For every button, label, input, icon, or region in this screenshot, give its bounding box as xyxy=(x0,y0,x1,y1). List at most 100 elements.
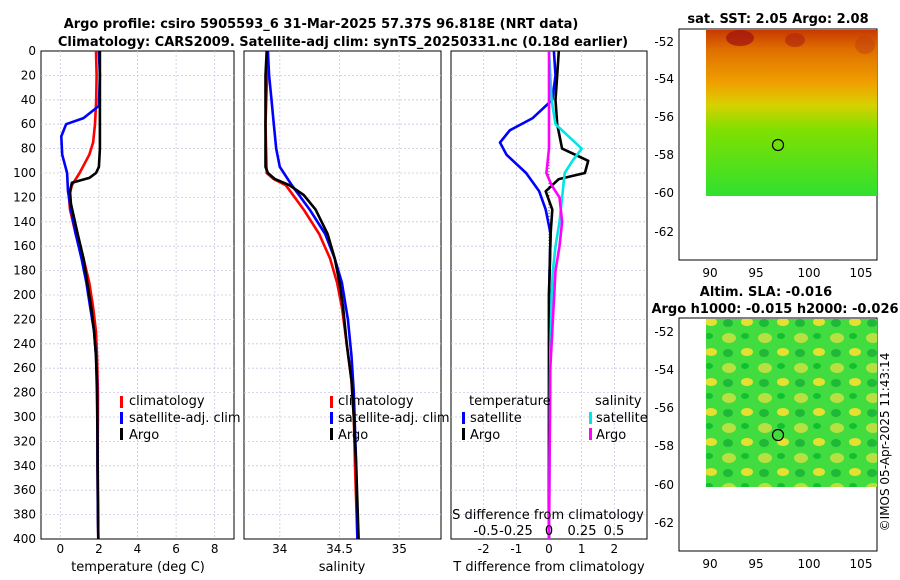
depth-tick-label: 340 xyxy=(13,459,36,473)
credit-text: ©IMOS 05-Apr-2025 11:43:14 xyxy=(878,353,892,532)
profile-line-argo xyxy=(68,51,102,539)
legend-argo-swatch xyxy=(120,428,123,440)
sla-map-panel: Altim. SLA: -0.016 Argo h1000: -0.015 h2… xyxy=(651,285,898,571)
temperature-grid xyxy=(41,51,234,539)
sst-warm-patch xyxy=(785,33,805,47)
s-tick: 0.5 xyxy=(604,524,625,539)
lon-tick: 100 xyxy=(798,266,821,280)
sla-map-lat-ticks: -52 -54 -56 -58 -60 -62 xyxy=(654,325,674,530)
legend-climatology-swatch xyxy=(120,396,123,408)
sla-map-title-line1: Altim. SLA: -0.016 xyxy=(700,285,832,300)
salinity-panel: 34 34.5 35 salinity climatology satellite-… xyxy=(243,50,450,575)
s-difference-axis-label: S difference from climatology xyxy=(452,508,644,523)
salinity-legend: climatology satellite-adj. clim Argo xyxy=(330,394,450,443)
legend-temperature-heading: temperature xyxy=(469,394,551,409)
lat-tick: -58 xyxy=(654,148,674,162)
x-tick-label: 34.5 xyxy=(326,542,353,556)
x-tick-label: 8 xyxy=(211,542,219,556)
x-tick-label: 34 xyxy=(272,542,287,556)
s-tick: 0.25 xyxy=(568,524,597,539)
argo-position-marker xyxy=(771,428,785,442)
depth-tick-label: 180 xyxy=(13,264,36,278)
temperature-panel: 0204060801001201401601802002202402602803… xyxy=(13,44,241,575)
temperature-legend: climatology satellite-adj. clim Argo xyxy=(120,394,241,443)
x-tick-label: -1 xyxy=(510,542,522,556)
difference-panel: -2 -1 0 1 2 S difference from climatology -0… xyxy=(450,50,648,575)
x-tick-label: 0 xyxy=(545,542,553,556)
legend-satellite-label: satellite-adj. clim xyxy=(338,411,450,426)
legend-t-satellite-label: satellite xyxy=(470,411,522,426)
x-tick-label: -2 xyxy=(478,542,490,556)
lon-tick: 90 xyxy=(702,557,717,571)
legend-s-argo-swatch xyxy=(589,428,592,440)
depth-tick-label: 280 xyxy=(13,386,36,400)
lat-tick: -54 xyxy=(654,363,674,377)
s-tick: 0 xyxy=(545,524,553,539)
temperature-xlabel: temperature (deg C) xyxy=(71,560,205,575)
legend-satellite-swatch xyxy=(120,412,123,424)
sla-map-lon-ticks: 90 95 100 105 xyxy=(702,557,872,571)
x-tick-label: 35 xyxy=(392,542,407,556)
s-tick: -0.25 xyxy=(499,524,533,539)
lon-tick: 100 xyxy=(798,557,821,571)
difference-x-ticks: -2 -1 0 1 2 xyxy=(478,542,618,556)
depth-tick-label: 320 xyxy=(13,434,36,448)
figure-title-line2: Climatology: CARS2009. Satellite-adj cli… xyxy=(58,35,628,50)
sst-warm-patch xyxy=(726,30,754,46)
difference-legend-right: salinity satellite Argo xyxy=(589,394,648,443)
x-tick-label: 4 xyxy=(134,542,142,556)
difference-profiles xyxy=(498,51,590,539)
depth-tick-label: 40 xyxy=(21,93,36,107)
lat-tick: -54 xyxy=(654,72,674,86)
lat-tick: -60 xyxy=(654,186,674,200)
depth-tick-label: 120 xyxy=(13,190,36,204)
legend-argo-swatch xyxy=(330,428,333,440)
depth-tick-label: 140 xyxy=(13,215,36,229)
depth-tick-label: 400 xyxy=(13,532,36,546)
legend-argo-label: Argo xyxy=(338,428,368,443)
salinity-profiles xyxy=(264,51,360,539)
profile-line-s-argo xyxy=(545,51,564,539)
sst-map-panel: sat. SST: 2.05 Argo: 2.08 -52 -54 -56 -5… xyxy=(654,12,878,280)
sst-map-title: sat. SST: 2.05 Argo: 2.08 xyxy=(687,12,868,27)
depth-tick-label: 160 xyxy=(13,239,36,253)
temperature-profiles xyxy=(59,51,102,539)
lat-tick: -56 xyxy=(654,110,674,124)
profile-line-argo xyxy=(264,51,360,539)
lon-tick: 105 xyxy=(850,266,873,280)
legend-s-satellite-label: satellite xyxy=(596,411,648,426)
legend-s-satellite-swatch xyxy=(589,412,592,424)
legend-salinity-heading: salinity xyxy=(595,394,642,409)
sst-map-lat-ticks: -52 -54 -56 -58 -60 -62 xyxy=(654,35,674,239)
argo-position-marker xyxy=(771,138,785,152)
depth-tick-label: 0 xyxy=(28,44,36,58)
legend-t-argo-swatch xyxy=(462,428,465,440)
temperature-x-ticks: 0 2 4 6 8 xyxy=(56,542,218,556)
sst-map-field xyxy=(706,30,877,196)
depth-tick-labels: 0 20 40 60 80 100 120 140 160 180 200 220 240 260 280 3… xyxy=(13,44,36,546)
sst-map-lon-ticks: 90 95 100 105 xyxy=(702,266,872,280)
depth-tick-label: 100 xyxy=(13,166,36,180)
profile-line-t-argo xyxy=(544,51,590,539)
salinity-x-ticks: 34 34.5 35 xyxy=(272,542,407,556)
profile-line-s-satellite xyxy=(547,51,584,539)
legend-climatology-swatch xyxy=(330,396,333,408)
t-difference-xlabel: T difference from climatology xyxy=(452,560,645,575)
lon-tick: 105 xyxy=(850,557,873,571)
depth-tick-label: 80 xyxy=(21,142,36,156)
x-tick-label: 2 xyxy=(95,542,103,556)
x-tick-label: 2 xyxy=(611,542,619,556)
profile-line-satellite-adj-clim xyxy=(266,51,359,539)
lat-tick: -62 xyxy=(654,516,674,530)
depth-tick-label: 260 xyxy=(13,361,36,375)
legend-satellite-swatch xyxy=(330,412,333,424)
lon-tick: 90 xyxy=(702,266,717,280)
lon-tick: 95 xyxy=(748,557,763,571)
legend-climatology-label: climatology xyxy=(338,394,414,409)
legend-argo-label: Argo xyxy=(129,428,159,443)
figure-title-line1: Argo profile: csiro 5905593_6 31-Mar-202… xyxy=(64,17,579,32)
sst-warm-patch xyxy=(855,36,875,54)
lat-tick: -52 xyxy=(654,35,674,49)
lon-tick: 95 xyxy=(748,266,763,280)
s-tick: -0.5 xyxy=(473,524,498,539)
